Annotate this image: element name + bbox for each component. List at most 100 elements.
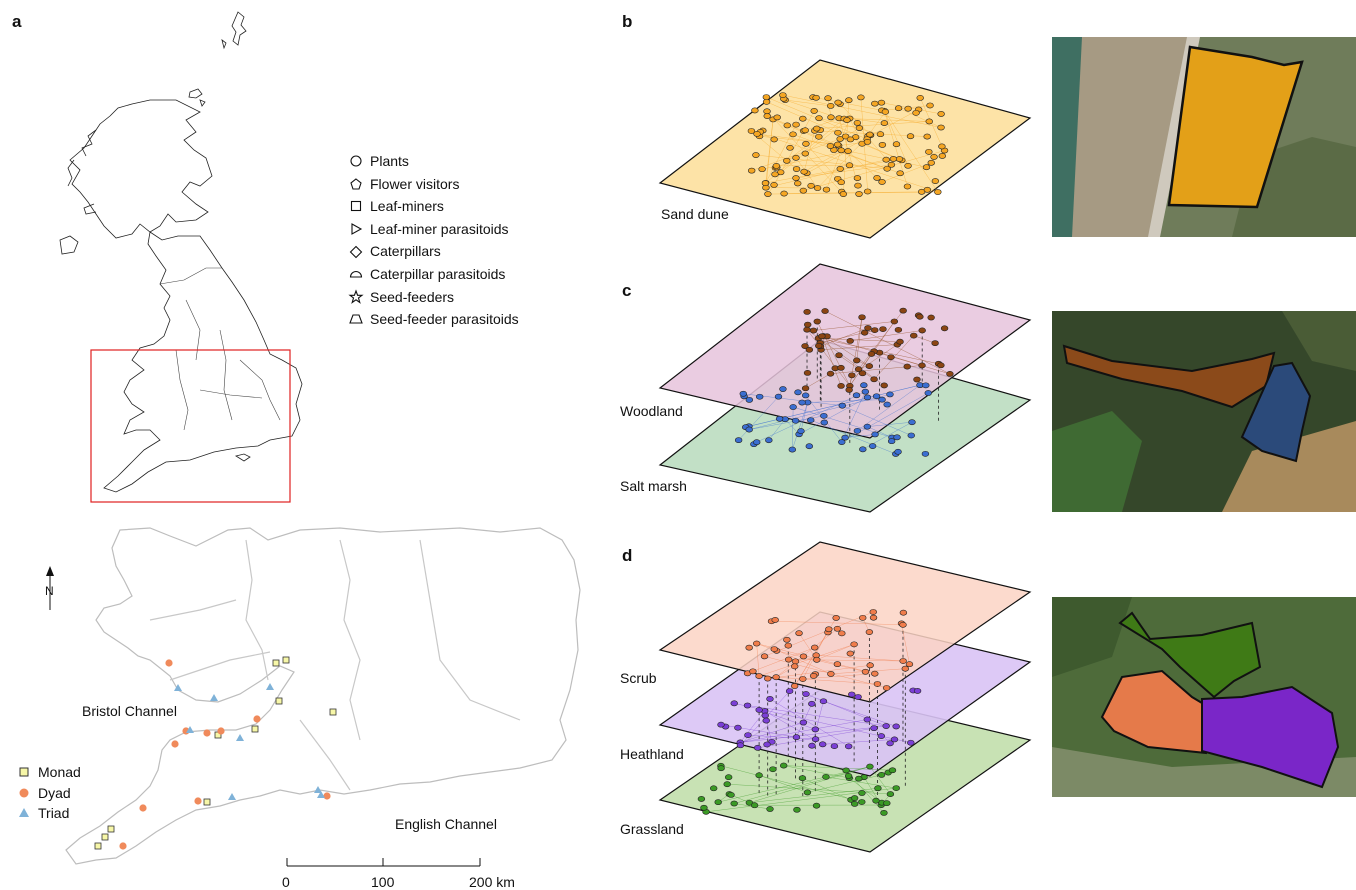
network-node (907, 134, 914, 139)
network-node (813, 95, 820, 100)
network-node (939, 153, 946, 158)
network-node (897, 171, 904, 176)
network-node (802, 386, 809, 391)
network-node (924, 187, 931, 192)
network-node (838, 365, 845, 370)
network-node (785, 657, 792, 662)
network-node (843, 768, 850, 773)
network-node (895, 327, 902, 332)
network-node (791, 683, 798, 688)
network-node (845, 148, 852, 153)
woodland-saltmarsh-satellite-image (1052, 311, 1356, 512)
network-node (831, 744, 838, 749)
network-node (804, 309, 811, 314)
network-node (828, 115, 835, 120)
network-node (762, 181, 769, 186)
network-node (819, 334, 826, 339)
network-node (793, 735, 800, 740)
network-node (783, 158, 790, 163)
network-node (905, 163, 912, 168)
network-node (937, 363, 944, 368)
network-node (756, 673, 763, 678)
network-node (855, 776, 862, 781)
network-node (861, 330, 868, 335)
network-node (785, 643, 792, 648)
network-node (765, 438, 772, 443)
network-node (873, 798, 880, 803)
network-node (794, 181, 801, 186)
network-node (808, 701, 815, 706)
network-node (744, 703, 751, 708)
network-node (793, 155, 800, 160)
network-node (846, 387, 853, 392)
network-node (904, 364, 911, 369)
network-node (825, 627, 832, 632)
network-node (808, 183, 815, 188)
network-node (883, 723, 890, 728)
network-node (725, 775, 732, 780)
network-node (735, 438, 742, 443)
network-node (904, 184, 911, 189)
network-node (846, 163, 853, 168)
network-node (924, 134, 931, 139)
network-node (928, 160, 935, 165)
network-node (854, 120, 861, 125)
network-node (827, 143, 834, 148)
network-node (914, 688, 921, 693)
network-node (759, 167, 766, 172)
network-node (871, 328, 878, 333)
network-node (873, 394, 880, 399)
network-node (771, 182, 778, 187)
network-node (871, 671, 878, 676)
network-node (784, 123, 791, 128)
network-node (791, 664, 798, 669)
network-node (836, 353, 843, 358)
network-node (763, 95, 770, 100)
network-node (734, 725, 741, 730)
network-node (811, 108, 818, 113)
network-node (928, 315, 935, 320)
network-node (941, 326, 948, 331)
sand-dune-satellite-image (1052, 37, 1356, 237)
network-node (794, 807, 801, 812)
network-node (764, 113, 771, 118)
network-node (851, 795, 858, 800)
network-node (914, 377, 921, 382)
network-node (814, 319, 821, 324)
network-node (767, 806, 774, 811)
network-node (913, 110, 920, 115)
network-node (900, 622, 907, 627)
network-node (909, 420, 916, 425)
network-node (789, 447, 796, 452)
network-node (764, 742, 771, 747)
network-node (889, 768, 896, 773)
network-node (812, 727, 819, 732)
network-node (894, 435, 901, 440)
network-node (916, 314, 923, 319)
network-node (864, 424, 871, 429)
network-node (802, 151, 809, 156)
network-node (858, 799, 865, 804)
network-node (764, 191, 771, 196)
network-node (821, 420, 828, 425)
network-node (878, 772, 885, 777)
network-node (771, 137, 778, 142)
network-node (883, 801, 890, 806)
network-node (891, 319, 898, 324)
network-node (883, 157, 890, 162)
network-node (881, 120, 888, 125)
network-node (874, 681, 881, 686)
network-node (701, 805, 708, 810)
network-node (900, 308, 907, 313)
network-node (887, 392, 894, 397)
network-node (896, 156, 903, 161)
network-node (848, 373, 855, 378)
network-node (762, 713, 769, 718)
network-node (895, 106, 902, 111)
network-node (783, 637, 790, 642)
network-node (864, 189, 871, 194)
network-node (746, 645, 753, 650)
network-node (827, 671, 834, 676)
network-node (875, 786, 882, 791)
network-node (845, 773, 852, 778)
